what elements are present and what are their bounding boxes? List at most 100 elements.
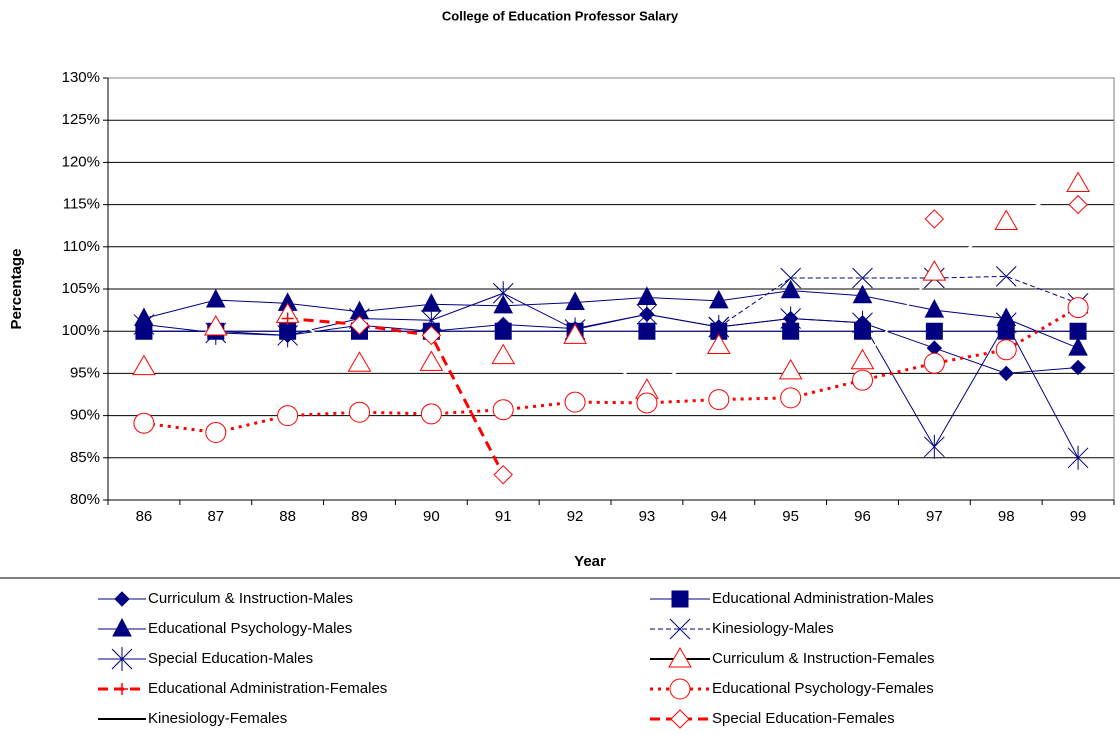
data-point [1066, 171, 1090, 192]
data-point [1070, 359, 1086, 376]
x-tick-label: 98 [998, 508, 1015, 525]
data-point [638, 322, 656, 340]
data-point [491, 343, 516, 365]
series-line [718, 275, 1079, 328]
legend-marker [114, 591, 130, 607]
y-tick-label: 120% [62, 153, 100, 170]
series-line [143, 290, 1079, 349]
data-point [494, 322, 512, 340]
data-point [850, 348, 875, 370]
legend-marker [668, 647, 692, 668]
data-point [780, 387, 802, 409]
data-point [348, 401, 371, 423]
data-point [706, 333, 731, 355]
x-tick-label: 89 [351, 508, 368, 525]
y-tick-label: 85% [70, 449, 100, 466]
data-point [852, 284, 873, 304]
data-point [924, 209, 945, 229]
y-tick-label: 130% [62, 69, 100, 86]
legend-label: Curriculum & Instruction-Males [148, 590, 353, 607]
legend-marker [669, 678, 691, 700]
legend-label: Educational Psychology-Females [712, 680, 934, 697]
y-tick-label: 100% [62, 322, 100, 339]
data-point [924, 434, 945, 459]
data-point [349, 315, 370, 335]
series-line [143, 292, 1079, 459]
legend-label: Kinesiology-Males [712, 620, 834, 637]
data-point [132, 354, 156, 376]
data-point [133, 312, 155, 337]
y-tick-label: 115% [63, 196, 100, 213]
data-point [1067, 445, 1089, 470]
data-point [492, 399, 514, 421]
data-point [492, 281, 514, 306]
y-tick-label: 105% [62, 280, 100, 297]
legend-marker [670, 709, 690, 729]
data-point [780, 267, 801, 289]
data-point [1068, 337, 1088, 356]
chart-title: College of Education Professor Salary [442, 8, 679, 23]
data-point [852, 267, 873, 289]
data-point [205, 288, 226, 308]
y-axis-title: Percentage [8, 249, 25, 330]
x-tick-label: 88 [279, 508, 296, 525]
data-point [277, 323, 298, 348]
data-point [277, 405, 299, 427]
data-point [133, 412, 155, 434]
series-line [287, 317, 360, 326]
data-point [778, 358, 803, 380]
x-tick-label: 97 [926, 508, 943, 525]
legend-label: Special Education-Females [712, 710, 895, 727]
data-point [203, 314, 228, 336]
x-tick-label: 90 [423, 508, 440, 525]
legend-label: Curriculum & Instruction-Females [712, 650, 935, 667]
legend-marker [671, 590, 689, 608]
data-point [995, 265, 1017, 287]
x-tick-label: 96 [854, 508, 871, 525]
legend-marker [111, 647, 133, 671]
data-point [420, 403, 442, 425]
data-point [421, 325, 442, 346]
data-point [851, 369, 874, 391]
legend-label: Kinesiology-Females [148, 710, 287, 727]
data-point [995, 339, 1017, 361]
series-line [143, 182, 1079, 392]
legend-label: Educational Administration-Males [712, 590, 934, 607]
x-tick-label: 99 [1070, 508, 1087, 525]
data-point [852, 310, 873, 335]
data-point [780, 306, 801, 331]
data-point [419, 350, 444, 371]
legend-label: Educational Psychology-Males [148, 620, 352, 637]
legend-marker [112, 617, 132, 637]
series-line [143, 306, 1079, 435]
data-point [1069, 322, 1087, 340]
x-tick-label: 91 [495, 508, 512, 525]
x-tick-label: 93 [639, 508, 656, 525]
legend-label: Educational Administration-Females [148, 680, 387, 697]
data-point [565, 291, 585, 311]
data-point [347, 351, 372, 372]
x-tick-label: 92 [567, 508, 584, 525]
y-tick-label: 90% [70, 407, 100, 424]
x-tick-label: 87 [207, 508, 224, 525]
y-tick-label: 125% [62, 111, 100, 128]
y-tick-label: 80% [70, 491, 100, 508]
data-point [708, 289, 729, 309]
data-point [493, 464, 513, 485]
data-point [925, 322, 943, 340]
y-tick-label: 110% [63, 238, 100, 255]
data-point [924, 299, 945, 318]
data-point [923, 352, 945, 374]
data-point [782, 322, 800, 340]
data-point [1068, 194, 1088, 215]
data-point [995, 310, 1017, 335]
x-tick-label: 94 [710, 508, 727, 525]
data-point [922, 260, 947, 281]
data-point [708, 389, 730, 411]
data-point [563, 323, 587, 344]
data-point [1067, 297, 1089, 319]
legend-marker [669, 618, 691, 640]
data-point [564, 391, 586, 413]
x-axis-title: Year [574, 553, 606, 570]
